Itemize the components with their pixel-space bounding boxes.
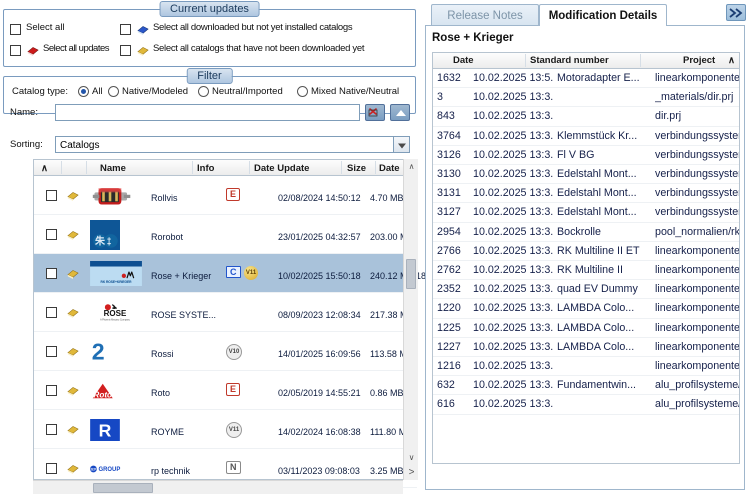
svg-text:Roto: Roto <box>93 390 112 399</box>
svg-text:ROSE: ROSE <box>104 309 127 318</box>
svg-text:R: R <box>99 420 112 440</box>
svg-text:A Phoenix Mecano Company: A Phoenix Mecano Company <box>100 318 130 321</box>
svg-text:2: 2 <box>92 340 105 364</box>
svg-text:GROUP: GROUP <box>99 467 121 473</box>
svg-text:RK ROSE+KRIEGER: RK ROSE+KRIEGER <box>101 280 133 284</box>
svg-text:RP: RP <box>90 467 96 472</box>
svg-text:朱: 朱 <box>95 234 106 247</box>
